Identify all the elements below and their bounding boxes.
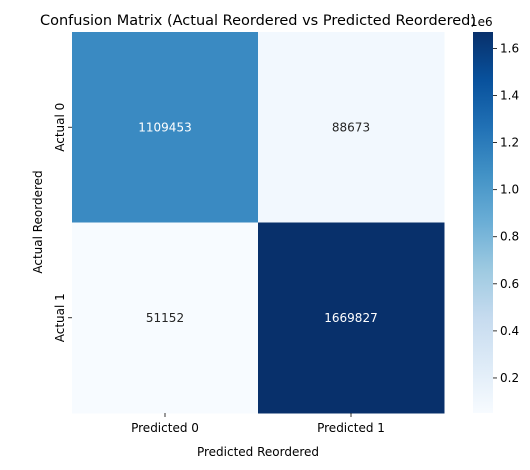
colorbar-ticks: 0.2 0.4 0.6 0.8 1.0 1.2 1.4 1.6 xyxy=(493,41,519,385)
colorbar-scale-label: 1e6 xyxy=(470,15,493,29)
cell-value-label: 1109453 xyxy=(138,120,191,134)
heatmap-cell xyxy=(258,32,445,223)
y-tick-label: Actual 1 xyxy=(53,293,67,342)
y-axis-label: Actual Reordered xyxy=(31,170,45,273)
x-tick-label: Predicted 0 xyxy=(131,421,199,435)
heatmap-cell xyxy=(258,222,445,414)
colorbar-tick-label: 0.4 xyxy=(500,324,519,338)
y-axis-ticks: Actual 0 Actual 1 xyxy=(53,103,72,342)
colorbar-tick-label: 1.6 xyxy=(500,41,519,55)
heatmap-cells xyxy=(72,32,445,414)
colorbar-tick-label: 1.0 xyxy=(500,183,519,197)
x-axis-ticks: Predicted 0 Predicted 1 xyxy=(131,413,385,435)
colorbar-tick-label: 0.6 xyxy=(500,277,519,291)
colorbar-tick-label: 0.8 xyxy=(500,230,519,244)
x-tick-label: Predicted 1 xyxy=(317,421,385,435)
colorbar-tick-label: 1.4 xyxy=(500,89,519,103)
cell-value-label: 51152 xyxy=(146,311,184,325)
chart-title: Confusion Matrix (Actual Reordered vs Pr… xyxy=(40,13,476,29)
colorbar xyxy=(473,32,493,413)
cell-value-label: 1669827 xyxy=(324,311,377,325)
y-tick-label: Actual 0 xyxy=(53,103,67,152)
heatmap-cell-labels: 1109453 88673 51152 1669827 xyxy=(138,120,377,325)
cell-value-label: 88673 xyxy=(332,120,370,134)
heatmap-cell xyxy=(72,32,259,223)
colorbar-tick-label: 0.2 xyxy=(500,371,519,385)
colorbar-tick-label: 1.2 xyxy=(500,136,519,150)
x-axis-label: Predicted Reordered xyxy=(197,445,319,459)
heatmap-cell xyxy=(72,222,259,414)
